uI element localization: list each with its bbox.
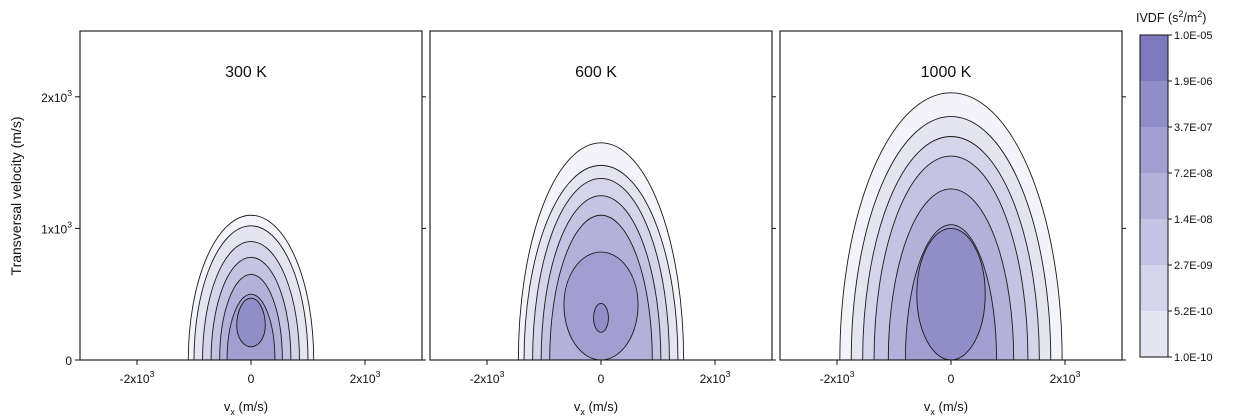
x-tick-label: 0 [248,372,255,386]
contour-level-6 [236,297,266,348]
x-tick-label: 2x103 [1050,369,1081,386]
colorbar-tick-label: 1.0E-10 [1174,352,1213,364]
colorbar-band [1140,265,1168,311]
contour-group [187,214,315,360]
panel-title: 1000 K [921,64,972,81]
y-tick-label: 1x103 [41,219,72,236]
colorbar-tick-label: 1.9E-06 [1174,76,1213,88]
y-axis-label: Transversal velocity (m/s) [8,117,24,276]
panel-2: 600 K -2x103 0 2x103 vx (m/s) [429,30,776,417]
contour-group [517,142,685,360]
panel-title: 600 K [575,64,617,81]
x-axis-label: vx (m/s) [924,399,968,417]
colorbar-band [1140,81,1168,127]
contour-level-6 [916,228,986,360]
colorbar-band [1140,35,1168,81]
colorbar-tick-label: 1.0E-05 [1174,30,1213,42]
colorbar-band [1140,127,1168,173]
x-tick-label: 2x103 [350,369,381,386]
colorbar-frame [1139,34,1169,358]
x-tick-label: -2x103 [470,369,505,386]
contour-group [839,92,1063,360]
x-tick-label: 0 [948,372,955,386]
panel-3: 1000 K -2x103 0 2x103 vx (m/s) [779,30,1126,417]
x-tick-label: -2x103 [820,369,855,386]
colorbar-band [1140,173,1168,219]
contour-level-6 [593,303,609,333]
panel-1: 300 K -2x103 0 2x103 0 1x103 2x103 vx (m/s) [41,30,426,417]
panel-title: 300 K [225,64,267,81]
colorbar: 1.0E-10 5.2E-10 2.7E-09 1.4E-08 7.2E-08 3.7E-… [1136,9,1213,364]
colorbar-band [1140,311,1168,357]
colorbar-tick-label: 1.4E-08 [1174,214,1213,226]
x-tick-label: -2x103 [120,369,155,386]
y-tick-label: 2x103 [41,88,72,105]
colorbar-tick-label: 3.7E-07 [1174,122,1213,134]
x-axis-label: vx (m/s) [224,399,268,417]
y-tick-label: 0 [65,354,72,368]
colorbar-tick-label: 7.2E-08 [1174,168,1213,180]
colorbar-title: IVDF (s2/m2) [1136,9,1206,25]
colorbar-tick-label: 2.7E-09 [1174,260,1213,272]
colorbar-band [1140,219,1168,265]
colorbar-tick-label: 5.2E-10 [1174,306,1213,318]
x-tick-label: 2x103 [700,369,731,386]
x-tick-label: 0 [598,372,605,386]
x-axis-label: vx (m/s) [574,399,618,417]
